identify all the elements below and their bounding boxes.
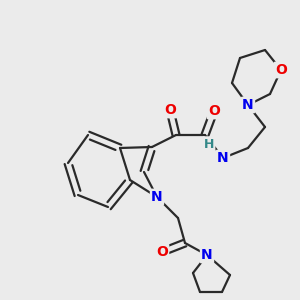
Text: N: N	[151, 190, 163, 204]
Text: N: N	[201, 248, 213, 262]
Text: N: N	[217, 151, 229, 165]
Text: O: O	[164, 103, 176, 117]
Text: O: O	[208, 104, 220, 118]
Text: O: O	[275, 63, 287, 77]
Text: N: N	[242, 98, 254, 112]
Text: H: H	[204, 137, 214, 151]
Text: O: O	[156, 245, 168, 259]
